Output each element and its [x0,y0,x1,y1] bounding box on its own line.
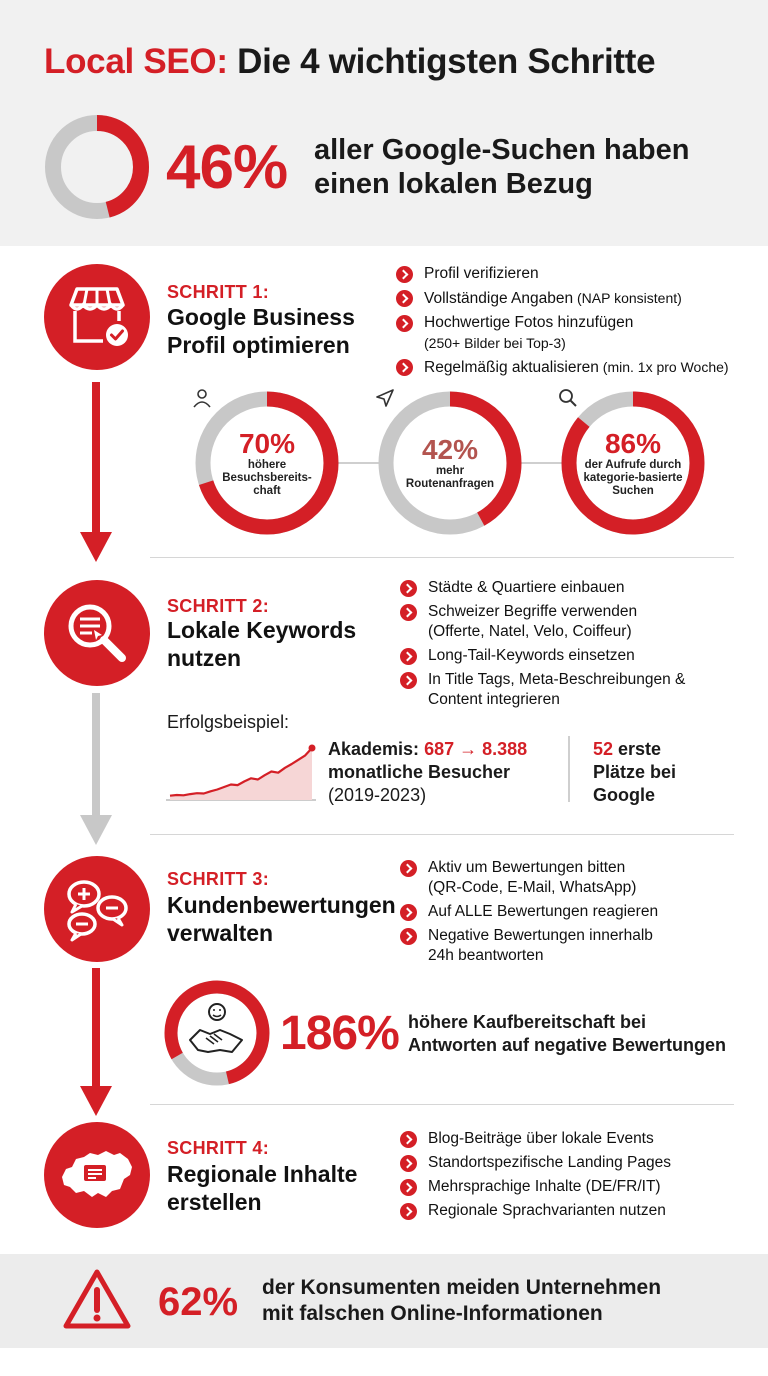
list-item: Mehrsprachige Inhalte (DE/FR/IT) [400,1177,740,1197]
divider [150,834,734,835]
stat-percent: 86% [604,427,662,459]
arrow-head-1 [80,532,112,562]
list-item: Standortspezifische Landing Pages [400,1153,740,1173]
step2-label: SCHRITT 2: [167,596,269,616]
list-item: Schweizer Begriffe verwenden (Offerte, Na… [400,602,756,642]
navigation-arrow-icon [376,389,394,407]
chevron-right-icon [400,1155,417,1172]
chevron-right-icon [400,604,417,621]
arrow-shaft-1 [92,382,100,534]
header: Local SEO: Die 4 wichtigsten Schritte 46… [0,0,768,246]
chevron-right-icon [400,1179,417,1196]
chevron-right-icon [400,928,417,945]
search-icon [559,389,577,407]
step1-icon-circle [44,264,150,370]
chevron-right-icon [400,648,417,665]
hero-text: aller Google-Suchen haben einen lokalen … [314,134,690,200]
list-item: Regelmäßig aktualisieren (min. 1x pro Wo… [396,357,756,378]
example-side: 52 erste Plätze bei Google [593,739,677,805]
chevron-right-icon [400,672,417,689]
step4-title: Regionale Inhalte erstellen [167,1161,358,1215]
step1-title: Google Business Profil optimieren [167,304,355,358]
stat-186-percent: 186% [280,1007,400,1060]
step1-label: SCHRITT 1: [167,282,269,302]
trend-chart [166,744,316,801]
stat-186-text: höhere Kaufbereitschaft bei Antworten au… [408,1012,727,1055]
hero-donut [45,115,149,219]
chevron-right-icon [396,315,413,332]
list-item: Profil verifizieren [396,264,756,284]
step3-icon-circle [44,856,150,962]
warning-icon [63,1269,131,1329]
footer-percent: 62% [158,1280,239,1324]
chevron-right-icon [400,1131,417,1148]
list-item: Blog-Beiträge über lokale Events [400,1129,740,1149]
stat-desc: mehr Routenanfragen [405,465,495,490]
arrow-shaft-3 [92,968,100,1088]
magnifier-document-icon [68,604,126,662]
handshake-icon [189,1003,243,1053]
step3-title: Kundenbewertungen verwalten [167,892,396,946]
handshake-ring [164,980,270,1086]
stat-percent: 70% [238,427,296,459]
stat-ring-1: 70% höhere Besuchsbereits- chaft [192,388,342,538]
example-text: Akademis: 687 → 8.388 monatliche Besuche… [328,739,528,805]
list-item: Regionale Sprachvarianten nutzen [400,1201,740,1221]
arrow-head-2 [80,815,112,845]
list-item: Aktiv um Bewertungen bitten (QR-Code, E-M… [400,858,740,898]
page-title: Local SEO: Die 4 wichtigsten Schritte [44,42,656,81]
example-label: Erfolgsbeispiel: [167,712,290,732]
chevron-right-icon [396,290,413,307]
step4-label: SCHRITT 4: [167,1138,269,1158]
list-item: Städte & Quartiere einbauen [400,578,756,598]
chevron-right-icon [400,1203,417,1220]
divider [150,557,734,558]
step2-bullets: Städte & Quartiere einbauen Schweizer Be… [400,578,756,714]
list-item: Auf ALLE Bewertungen reagieren [400,902,740,922]
list-item: Hochwertige Fotos hinzufügen (250+ Bilder… [396,313,756,353]
step3-bullets: Aktiv um Bewertungen bitten (QR-Code, E-M… [400,858,740,970]
speech-bubbles-icon [67,880,128,942]
person-icon [193,389,211,408]
stat-desc: der Aufrufe durch kategorie-basierte Suc… [583,458,683,497]
stat-ring-3: 86% der Aufrufe durch kategorie-basierte… [558,388,708,538]
list-item: Long-Tail-Keywords einsetzen [400,646,756,666]
list-item: Negative Bewertungen innerhalb 24h beantw… [400,926,740,966]
step2-title: Lokale Keywords nutzen [167,617,357,671]
arrow-head-3 [80,1086,112,1116]
stat-ring-2: 42% mehr Routenanfragen [375,388,525,538]
divider [150,1104,734,1105]
example-divider [568,736,570,802]
chevron-right-icon [400,904,417,921]
step4-icon-circle [44,1122,150,1228]
step3-label: SCHRITT 3: [167,869,269,889]
chevron-right-icon [400,860,417,877]
step1-bullets: Profil verifizieren Vollständige Angaben… [396,264,756,382]
chevron-right-icon [400,580,417,597]
list-item: Vollständige Angaben (NAP konsistent) [396,288,756,309]
arrow-shaft-2 [92,693,100,817]
step2-icon-circle [44,580,150,686]
chevron-right-icon [396,266,413,283]
storefront-check-icon [69,287,128,346]
list-item: In Title Tags, Meta-Beschreibungen & Cont… [400,670,756,710]
hero-percent: 46% [166,133,288,202]
stat-percent: 42% [421,434,479,465]
footer-text: der Konsumenten meiden Unternehmen mit f… [262,1276,662,1325]
step4-bullets: Blog-Beiträge über lokale Events Standor… [400,1129,740,1225]
footer: 62% der Konsumenten meiden Unternehmen m… [0,1254,768,1348]
stat-desc: höhere Besuchsbereits- chaft [222,458,312,497]
switzerland-map-icon [62,1151,132,1197]
chevron-right-icon [396,359,413,376]
